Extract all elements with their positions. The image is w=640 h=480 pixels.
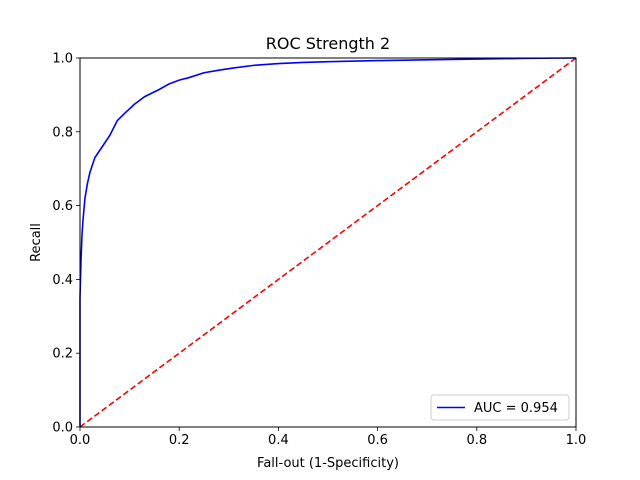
x-tick-label: 0.2 [169,433,190,448]
legend: AUC = 0.954 [430,394,570,421]
series-layer [79,57,577,428]
legend-label: AUC = 0.954 [474,401,558,416]
y-tick-label: 0.4 [52,273,73,288]
y-tick-label: 0.2 [52,347,73,362]
plot-frame [79,57,577,428]
x-tick-label: 1.0 [566,433,587,448]
y-tick-label: 0.6 [52,199,73,214]
y-axis-ticks: 0.0 0.2 0.4 0.6 0.8 1.0 [52,52,80,436]
x-tick-label: 0.6 [367,433,388,448]
legend-box [430,394,570,421]
x-tick-label: 0.4 [268,433,289,448]
chance-diagonal-line [79,57,577,428]
chart-title: ROC Strength 2 [266,34,390,53]
x-axis-label: Fall-out (1-Specificity) [257,456,399,471]
x-axis-ticks: 0.0 0.2 0.4 0.6 0.8 1.0 [70,427,587,448]
x-tick-label: 0.8 [466,433,487,448]
roc-curve-line [79,57,577,427]
y-tick-label: 1.0 [52,52,73,67]
y-tick-label: 0.8 [52,125,73,140]
y-axis-label: Recall [29,223,44,262]
y-tick-label: 0.0 [52,421,73,436]
x-tick-label: 0.0 [70,433,91,448]
